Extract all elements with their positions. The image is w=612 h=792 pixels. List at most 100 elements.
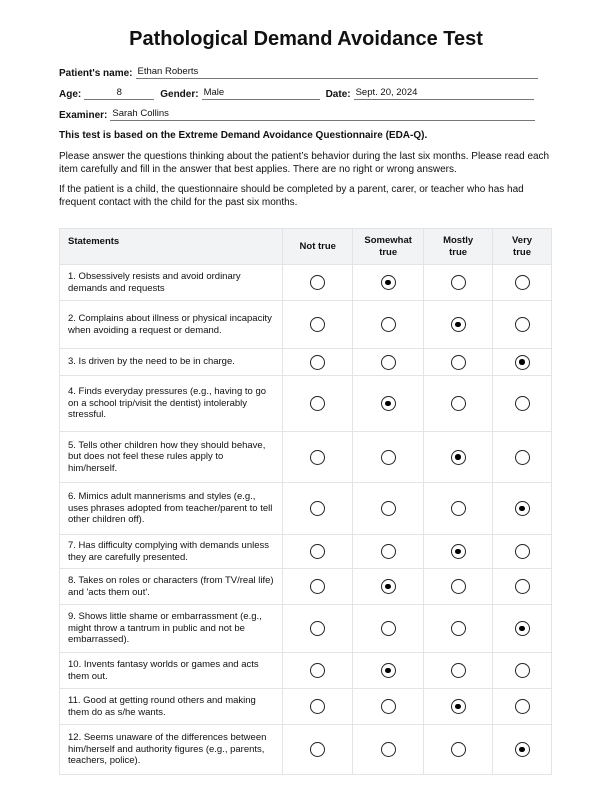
table-row: 11. Good at getting round others and mak…: [58, 688, 552, 725]
statement-text: 12. Seems unaware of the differences bet…: [58, 724, 284, 775]
radio-mostly-true[interactable]: [450, 275, 466, 290]
table-row: 12. Seems unaware of the differences bet…: [58, 724, 552, 775]
answer-cell: [492, 652, 552, 689]
questionnaire-table: Statements Not true Somewhat true Mostly tr…: [58, 228, 552, 775]
table-row: 6. Mimics adult mannerisms and styles (e…: [58, 482, 552, 535]
radio-mostly-true[interactable]: [450, 742, 466, 757]
radio-somewhat-true[interactable]: [380, 699, 396, 714]
radio-somewhat-true[interactable]: [380, 579, 396, 594]
radio-mostly-true[interactable]: [450, 663, 466, 678]
answer-cell: [492, 568, 552, 605]
examiner-label: Examiner:: [59, 110, 108, 121]
answer-cell: [423, 431, 494, 483]
answer-cell: [492, 534, 552, 569]
radio-not-true[interactable]: [310, 663, 326, 678]
radio-not-true[interactable]: [310, 449, 326, 465]
answer-cell: [492, 482, 552, 535]
answer-cell: [423, 568, 494, 605]
radio-not-true[interactable]: [310, 396, 326, 411]
radio-somewhat-true[interactable]: [380, 663, 396, 678]
radio-somewhat-true[interactable]: [380, 275, 396, 290]
radio-mostly-true[interactable]: [450, 354, 466, 370]
radio-somewhat-true[interactable]: [380, 621, 396, 636]
radio-very-true[interactable]: [514, 396, 530, 411]
table-row: 2. Complains about illness or physical i…: [58, 300, 552, 349]
answer-cell: [282, 534, 354, 569]
radio-somewhat-true[interactable]: [380, 742, 396, 757]
radio-very-true[interactable]: [514, 275, 530, 290]
statement-text: 4. Finds everyday pressures (e.g., havin…: [58, 375, 284, 432]
answer-cell: [282, 348, 354, 376]
gender-field[interactable]: Male: [201, 87, 320, 100]
answer-cell: [352, 482, 425, 535]
statement-text: 10. Invents fantasy worlds or games and …: [58, 652, 284, 689]
radio-mostly-true[interactable]: [450, 621, 466, 636]
intro-paragraph-1: Please answer the questions thinking abo…: [59, 151, 550, 175]
patient-name-field[interactable]: Ethan Roberts: [135, 66, 538, 79]
answer-cell: [282, 568, 354, 605]
intro-bold: This test is based on the Extreme Demand…: [59, 130, 428, 141]
radio-not-true[interactable]: [310, 501, 326, 516]
answer-cell: [352, 431, 425, 483]
answer-cell: [282, 431, 354, 483]
answer-cell: [423, 348, 494, 376]
radio-somewhat-true[interactable]: [380, 544, 396, 559]
radio-not-true[interactable]: [310, 742, 326, 757]
patient-name-label: Patient's name:: [59, 68, 133, 79]
intro-paragraph-2: If the patient is a child, the questionn…: [59, 184, 524, 208]
radio-very-true[interactable]: [514, 354, 530, 370]
radio-mostly-true[interactable]: [450, 699, 466, 714]
radio-very-true[interactable]: [514, 742, 530, 757]
answer-cell: [282, 482, 354, 535]
statement-text: 11. Good at getting round others and mak…: [58, 688, 284, 725]
radio-somewhat-true[interactable]: [380, 501, 396, 516]
answer-cell: [352, 604, 425, 653]
answer-cell: [492, 688, 552, 725]
radio-not-true[interactable]: [310, 317, 326, 332]
radio-mostly-true[interactable]: [450, 544, 466, 559]
column-header: Statements: [58, 228, 284, 265]
examiner-field[interactable]: Sarah Collins: [110, 108, 536, 121]
radio-not-true[interactable]: [310, 699, 326, 714]
radio-somewhat-true[interactable]: [380, 449, 396, 465]
radio-somewhat-true[interactable]: [380, 317, 396, 332]
answer-cell: [352, 348, 425, 376]
radio-not-true[interactable]: [310, 621, 326, 636]
radio-very-true[interactable]: [514, 317, 530, 332]
age-field[interactable]: 8: [84, 87, 155, 100]
radio-mostly-true[interactable]: [450, 317, 466, 332]
radio-not-true[interactable]: [310, 579, 326, 594]
answer-cell: [352, 264, 425, 301]
answer-cell: [492, 375, 552, 432]
radio-very-true[interactable]: [514, 579, 530, 594]
answer-cell: [282, 652, 354, 689]
radio-mostly-true[interactable]: [450, 579, 466, 594]
radio-somewhat-true[interactable]: [380, 354, 396, 370]
radio-mostly-true[interactable]: [450, 501, 466, 516]
answer-cell: [423, 264, 494, 301]
radio-very-true[interactable]: [514, 501, 530, 516]
radio-very-true[interactable]: [514, 699, 530, 714]
radio-mostly-true[interactable]: [450, 396, 466, 411]
answer-cell: [423, 652, 494, 689]
answer-cell: [423, 375, 494, 432]
patient-name-row: Patient's name: Ethan Roberts: [59, 66, 538, 79]
answer-cell: [423, 688, 494, 725]
radio-somewhat-true[interactable]: [380, 396, 396, 411]
answer-cell: [352, 534, 425, 569]
answer-cell: [423, 724, 494, 775]
statement-text: 5. Tells other children how they should …: [58, 431, 284, 483]
radio-not-true[interactable]: [310, 354, 326, 370]
radio-mostly-true[interactable]: [450, 449, 466, 465]
radio-very-true[interactable]: [514, 663, 530, 678]
table-row: 9. Shows little shame or embarrassment (…: [58, 604, 552, 653]
answer-cell: [282, 688, 354, 725]
statement-text: 1. Obsessively resists and avoid ordinar…: [58, 264, 284, 301]
statement-text: 6. Mimics adult mannerisms and styles (e…: [58, 482, 284, 535]
date-field[interactable]: Sept. 20, 2024: [353, 87, 534, 100]
radio-very-true[interactable]: [514, 621, 530, 636]
radio-not-true[interactable]: [310, 275, 326, 290]
radio-not-true[interactable]: [310, 544, 326, 559]
radio-very-true[interactable]: [514, 449, 530, 465]
radio-very-true[interactable]: [514, 544, 530, 559]
